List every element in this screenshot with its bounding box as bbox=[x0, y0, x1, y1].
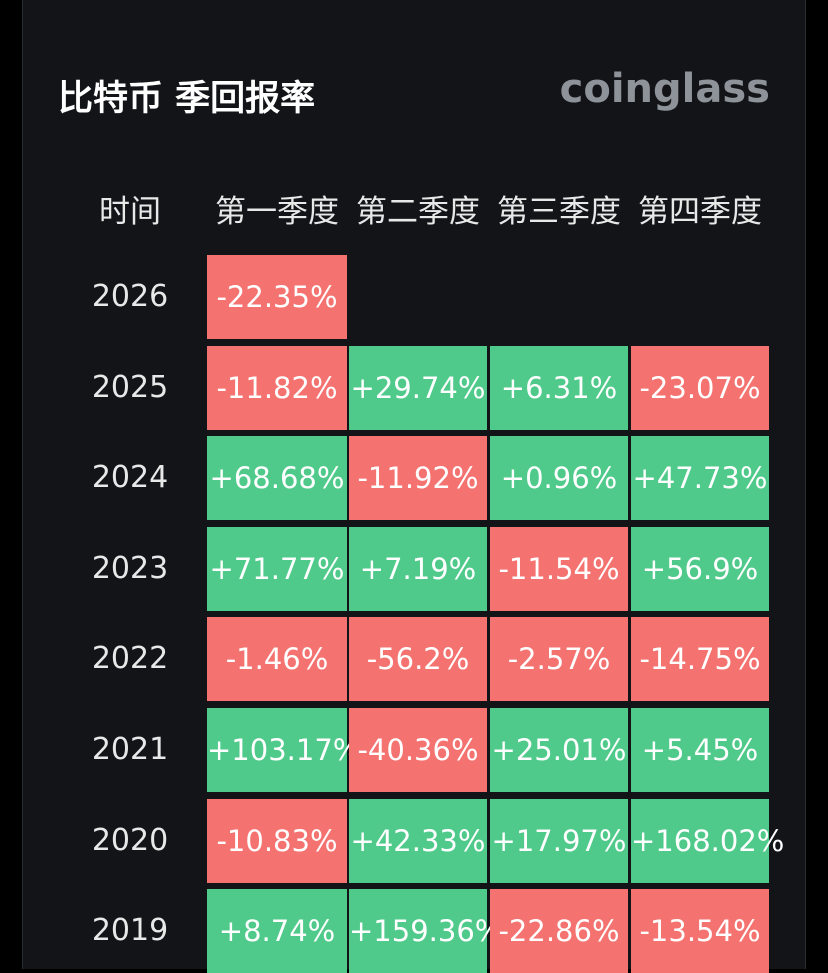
return-cell: +29.74% bbox=[349, 345, 487, 430]
return-cell: +68.68% bbox=[207, 436, 347, 521]
return-cell: +6.31% bbox=[490, 345, 628, 430]
return-cell: -14.75% bbox=[631, 617, 769, 702]
return-cell: +8.74% bbox=[207, 889, 347, 973]
column-header: 第四季度 bbox=[638, 194, 762, 230]
return-cell: +71.77% bbox=[207, 526, 347, 611]
column-header: 第一季度 bbox=[215, 194, 339, 230]
row-year: 2025 bbox=[91, 369, 169, 405]
return-cell: +0.96% bbox=[490, 436, 628, 521]
return-cell: +168.02% bbox=[631, 798, 784, 883]
return-cell: -23.07% bbox=[631, 345, 769, 430]
return-cell: -11.54% bbox=[490, 526, 628, 611]
return-cell: +7.19% bbox=[349, 526, 487, 611]
return-cell: -13.54% bbox=[631, 889, 769, 973]
return-cell: +159.36% bbox=[349, 889, 502, 973]
row-year: 2020 bbox=[91, 822, 169, 858]
brand: coinglass bbox=[559, 66, 770, 112]
return-cell: +17.97% bbox=[490, 798, 628, 883]
return-cell: -11.82% bbox=[207, 345, 347, 430]
row-year: 2019 bbox=[91, 913, 169, 949]
row-year: 2022 bbox=[91, 641, 169, 677]
return-cell: -22.86% bbox=[490, 889, 628, 973]
column-header: 第三季度 bbox=[497, 194, 621, 230]
return-cell: -22.35% bbox=[207, 255, 347, 339]
return-cell: -56.2% bbox=[349, 617, 487, 702]
column-header: 第二季度 bbox=[356, 194, 480, 230]
return-cell: +5.45% bbox=[631, 708, 769, 792]
return-cell: +47.73% bbox=[631, 436, 769, 521]
return-cell: +42.33% bbox=[349, 798, 487, 883]
row-year: 2026 bbox=[91, 279, 169, 314]
title: 比特币 季回报率 bbox=[58, 79, 316, 119]
return-cell: -10.83% bbox=[207, 798, 347, 883]
return-cell: +56.9% bbox=[631, 526, 769, 611]
return-cell: -1.46% bbox=[207, 617, 347, 702]
row-year: 2024 bbox=[91, 460, 169, 496]
return-cell: +103.17% bbox=[207, 708, 360, 792]
return-cell: -2.57% bbox=[490, 617, 628, 702]
return-cell: -40.36% bbox=[349, 708, 487, 792]
row-year: 2021 bbox=[91, 732, 169, 767]
row-year: 2023 bbox=[91, 550, 169, 586]
return-cell: +25.01% bbox=[490, 708, 628, 792]
return-cell: -11.92% bbox=[349, 436, 487, 521]
column-header: 时间 bbox=[99, 194, 161, 230]
